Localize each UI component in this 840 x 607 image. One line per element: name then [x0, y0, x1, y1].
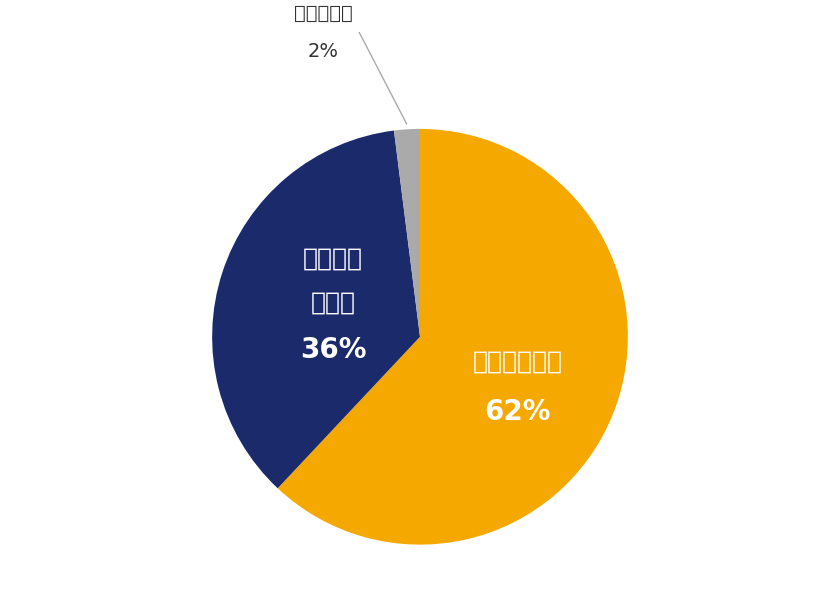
Text: 実施している: 実施している [473, 350, 563, 374]
Text: わからない: わからない [294, 4, 353, 22]
Wedge shape [394, 129, 420, 337]
Wedge shape [278, 129, 627, 544]
Text: 62%: 62% [485, 398, 551, 426]
Text: 36%: 36% [300, 336, 366, 364]
Text: 実施して: 実施して [303, 246, 363, 271]
Text: 2%: 2% [307, 42, 339, 61]
Wedge shape [213, 131, 420, 488]
Text: いない: いない [311, 291, 355, 315]
